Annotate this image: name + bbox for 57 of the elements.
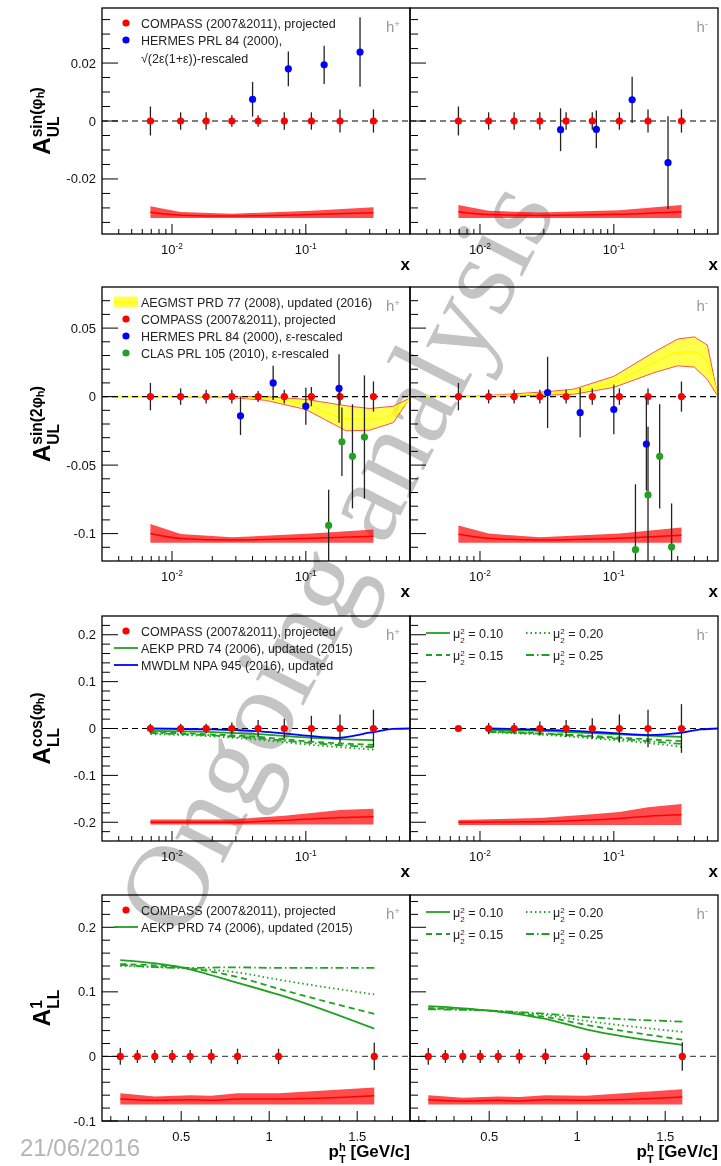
- legend-label: μ$^{2}$$_{2}$ = 0.10: [453, 626, 504, 644]
- y-tick-label: -0.1: [73, 1113, 96, 1129]
- y-tick-label: -0.1: [73, 767, 96, 783]
- annotation: h$^{-}$: [696, 625, 708, 643]
- legend-label: μ$^{2}$$_{2}$ = 0.20: [553, 626, 604, 644]
- x-axis-title: x: [708, 862, 719, 881]
- x-tick-label: 1.5: [348, 1129, 367, 1144]
- y-tick-label: 0: [88, 113, 96, 129]
- x-tick-label: 10$^{-2}$: [469, 848, 492, 864]
- text: 21/06/2016: [20, 1134, 141, 1161]
- y-tick-label: 0.1: [77, 984, 96, 1000]
- y-tick-label: 0.2: [77, 627, 96, 643]
- x-tick-label: 10$^{-2}$: [469, 568, 492, 584]
- y-tick-label: 0: [88, 1048, 96, 1064]
- x-tick-label: 10$^{-1}$: [602, 568, 626, 584]
- x-axis-title: p$^{h}$$_{T}$ [GeV/c]: [328, 1141, 410, 1165]
- legend-label: μ$^{2}$$_{2}$ = 0.10: [453, 905, 504, 923]
- y-tick-label: -0.1: [73, 526, 96, 542]
- x-tick-label: 10$^{-1}$: [602, 241, 626, 257]
- y-tick-label: 0.05: [70, 320, 96, 336]
- annotation: h$^{+}$: [385, 625, 401, 643]
- x-tick-label: 10$^{-1}$: [294, 241, 318, 257]
- legend-label: μ$^{2}$$_{2}$ = 0.15: [453, 648, 504, 666]
- x-tick-label: 1: [573, 1129, 581, 1144]
- x-axis-title: x: [708, 582, 719, 601]
- x-axis-title: x: [400, 582, 411, 601]
- x-tick-label: 0.5: [172, 1129, 191, 1144]
- y-tick-label: 0: [88, 389, 96, 405]
- legend-label: COMPASS (2007&2011), projected: [141, 16, 336, 31]
- x-axis-title: p$^{h}$$_{T}$ [GeV/c]: [636, 1141, 718, 1165]
- legend-label: HERMES PRL 84 (2000), ε-rescaled: [141, 329, 343, 344]
- x-tick-label: 0.5: [480, 1129, 499, 1144]
- legend-label: μ$^{2}$$_{2}$ = 0.25: [553, 927, 604, 945]
- y-tick-label: 0.02: [70, 55, 96, 71]
- x-tick-label: 10$^{-2}$: [161, 241, 184, 257]
- annotation: h$^{-}$: [696, 296, 708, 314]
- x-axis-title: x: [400, 862, 411, 881]
- x-axis-title: x: [708, 255, 719, 274]
- y-tick-label: -0.2: [73, 814, 96, 830]
- legend-label: CLAS PRL 105 (2010), ε-rescaled: [141, 346, 329, 361]
- x-tick-label: 1: [265, 1129, 273, 1144]
- annotation: h$^{-}$: [696, 904, 708, 922]
- legend-label: HERMES PRL 84 (2000), √(2ε(1+ε))-rescaled: [141, 33, 283, 66]
- legend-label: μ$^{2}$$_{2}$ = 0.25: [553, 648, 604, 666]
- x-tick-label: 10$^{-1}$: [602, 848, 626, 864]
- legend-label: μ$^{2}$$_{2}$ = 0.15: [453, 927, 504, 945]
- annotation: h$^{+}$: [385, 904, 401, 922]
- x-tick-label: 1.5: [656, 1129, 675, 1144]
- y-tick-label: -0.02: [66, 171, 96, 187]
- y-tick-label: 0.1: [77, 674, 96, 690]
- annotation: h$^{-}$: [696, 17, 708, 35]
- y-tick-label: 0: [88, 721, 96, 736]
- legend-label: COMPASS (2007&2011), projected: [141, 312, 336, 327]
- annotation: h$^{+}$: [385, 17, 401, 35]
- y-tick-label: 0.2: [77, 919, 96, 935]
- legend-label: μ$^{2}$$_{2}$ = 0.20: [553, 905, 604, 923]
- y-tick-label: -0.05: [66, 457, 96, 473]
